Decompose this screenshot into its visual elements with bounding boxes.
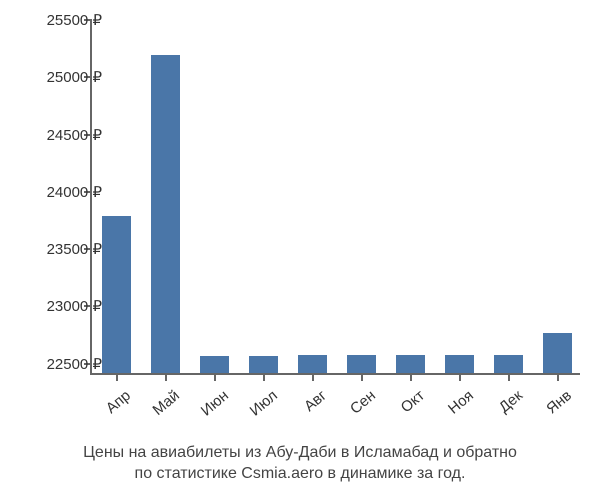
chart-caption: Цены на авиабилеты из Абу-Даби в Исламаб…: [0, 442, 600, 485]
x-axis-label: Дек: [484, 387, 526, 426]
x-axis-label: Июл: [239, 387, 281, 426]
x-axis-label: Апр: [92, 387, 134, 426]
x-tick: [410, 373, 412, 381]
x-tick: [263, 373, 265, 381]
chart-bar: [298, 355, 327, 373]
chart-bar: [543, 333, 572, 373]
chart-bar: [151, 55, 180, 373]
chart-bar: [445, 355, 474, 373]
y-axis-label: 25000 ₽: [47, 68, 102, 86]
price-chart: [90, 20, 580, 375]
y-axis-label: 23500 ₽: [47, 240, 102, 258]
x-tick: [116, 373, 118, 381]
chart-bar: [102, 216, 131, 373]
x-tick: [312, 373, 314, 381]
x-axis-label: Июн: [190, 387, 232, 426]
x-tick: [165, 373, 167, 381]
chart-bar: [396, 355, 425, 373]
x-tick: [557, 373, 559, 381]
y-axis-label: 24000 ₽: [47, 183, 102, 201]
x-axis-label: Сен: [337, 387, 379, 426]
plot-area: [90, 20, 580, 375]
y-axis-label: 23000 ₽: [47, 297, 102, 315]
y-axis-label: 22500 ₽: [47, 355, 102, 373]
x-axis-label: Ноя: [435, 387, 477, 426]
x-axis-label: Авг: [288, 387, 330, 426]
chart-bar: [494, 355, 523, 373]
x-tick: [508, 373, 510, 381]
caption-line1: Цены на авиабилеты из Абу-Даби в Исламаб…: [83, 444, 517, 461]
chart-bar: [200, 356, 229, 373]
x-tick: [361, 373, 363, 381]
y-axis-label: 25500 ₽: [47, 11, 102, 29]
x-axis-label: Окт: [386, 387, 428, 426]
caption-line2: по статистике Csmia.aero в динамике за г…: [135, 465, 466, 482]
x-tick: [459, 373, 461, 381]
x-tick: [214, 373, 216, 381]
x-axis-label: Май: [141, 387, 183, 426]
x-axis-label: Янв: [533, 387, 575, 426]
chart-bar: [347, 355, 376, 373]
chart-bar: [249, 356, 278, 373]
y-axis-label: 24500 ₽: [47, 126, 102, 144]
